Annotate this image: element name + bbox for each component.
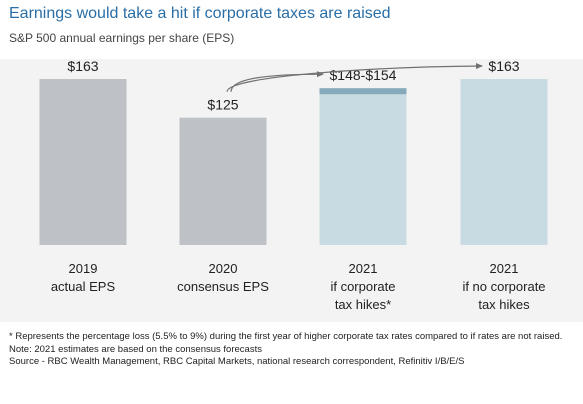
- chart-title: Earnings would take a hit if corporate t…: [9, 5, 391, 22]
- category-label-2-2: tax hikes*: [335, 297, 391, 312]
- value-label-3: $163: [488, 58, 519, 74]
- footnote-asterisk: * Represents the percentage loss (5.5% t…: [9, 331, 563, 342]
- category-label-0-1: actual EPS: [51, 279, 116, 294]
- footnote-note: Note: 2021 estimates are based on the co…: [9, 343, 262, 355]
- category-label-1-0: 2020: [209, 261, 238, 276]
- category-label-3-0: 2021: [490, 261, 519, 276]
- chart-footer: * Represents the percentage loss (5.5% t…: [9, 331, 577, 369]
- category-label-0-0: 2019: [69, 261, 98, 276]
- category-label-3-2: tax hikes: [478, 297, 530, 312]
- category-label-2-1: if corporate: [330, 279, 395, 294]
- chart-subtitle: S&P 500 annual earnings per share (EPS): [9, 31, 235, 45]
- bar-0: [39, 79, 127, 245]
- source-note: Source - RBC Wealth Management, RBC Capi…: [9, 356, 465, 367]
- arrow-to-tax-hike: [230, 71, 324, 92]
- bar-1: [179, 117, 267, 245]
- category-label-3-1: if no corporate: [462, 279, 545, 294]
- category-label-2-0: 2021: [349, 261, 378, 276]
- bar-2: [319, 94, 407, 245]
- value-label-0: $163: [67, 58, 98, 74]
- bar-3: [460, 79, 548, 245]
- bar-range-segment-2: [319, 88, 407, 95]
- value-label-1: $125: [207, 97, 238, 113]
- category-label-1-1: consensus EPS: [177, 279, 269, 294]
